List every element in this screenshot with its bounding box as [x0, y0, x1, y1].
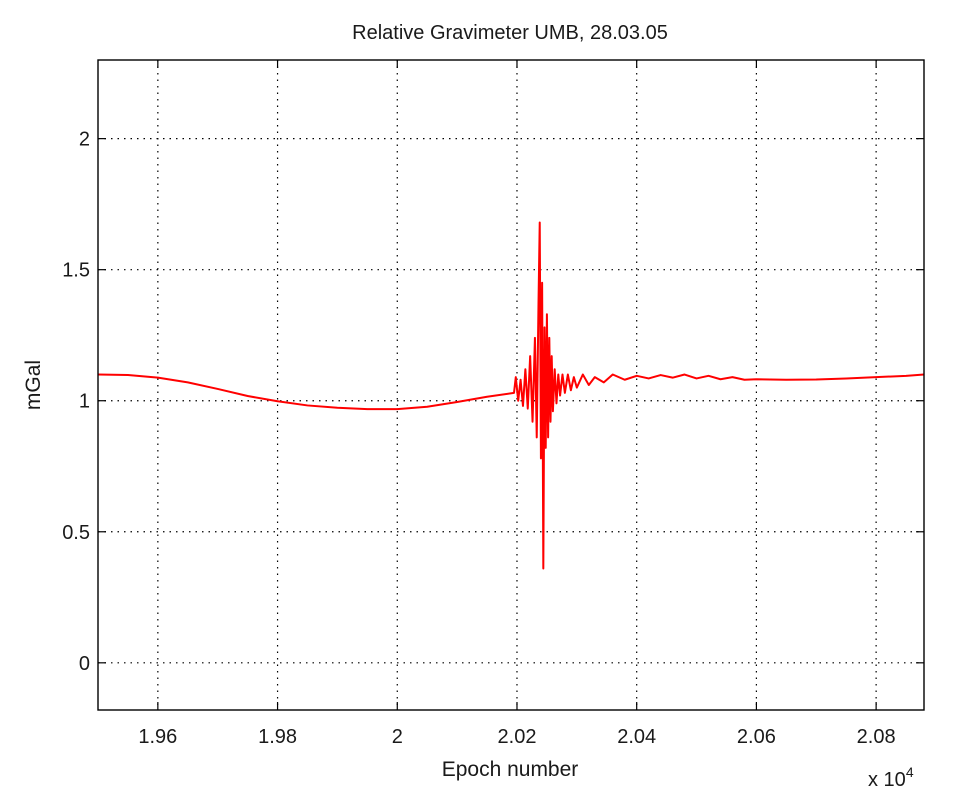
y-axis: 0 0.5 1 1.5 2: [62, 129, 924, 675]
chart-title: Relative Gravimeter UMB, 28.03.05: [352, 22, 668, 44]
y-tick-label: 2: [79, 129, 90, 151]
y-axis-title: mGal: [22, 360, 45, 410]
y-tick-label: 1.5: [62, 260, 90, 282]
x-tick-label: 2.08: [857, 726, 896, 748]
x-tick-label: 1.98: [258, 726, 297, 748]
plot-area: [97, 221, 925, 570]
x-multiplier-base: x 10: [868, 769, 906, 791]
x-tick-label: 2.04: [617, 726, 656, 748]
x-tick-label: 2: [392, 726, 403, 748]
x-tick-label: 2.02: [498, 726, 537, 748]
x-multiplier-exponent: 4: [906, 764, 914, 780]
series-line: [97, 221, 925, 570]
x-axis-multiplier: x 104: [868, 764, 914, 791]
x-axis-title: Epoch number: [442, 758, 579, 781]
y-tick-label: 0: [79, 653, 90, 675]
x-axis: 1.96 1.98 2 2.02 2.04 2.06 2.08: [138, 60, 896, 748]
plot-frame: [97, 59, 925, 711]
y-tick-label: 1: [79, 391, 90, 413]
y-tick-label: 0.5: [62, 522, 90, 544]
x-tick-label: 1.96: [138, 726, 177, 748]
x-tick-label: 2.06: [737, 726, 776, 748]
